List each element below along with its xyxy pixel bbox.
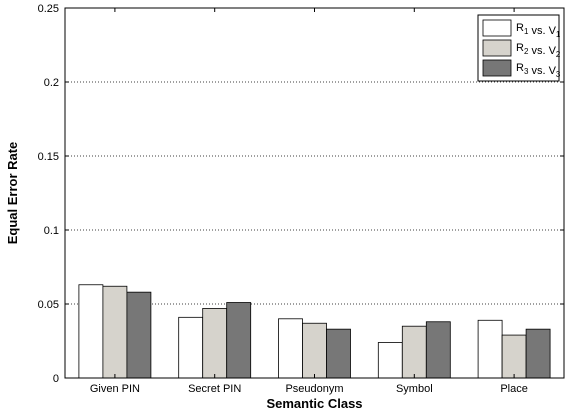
y-axis-title: Equal Error Rate [5, 142, 20, 245]
bar [501, 334, 527, 379]
bar [226, 302, 252, 379]
gridlines [65, 81, 564, 305]
y-tick-label: 0.15 [38, 151, 59, 163]
y-axis-ticks: 0 0.05 0.1 0.15 0.2 0.25 [38, 3, 564, 385]
bar [425, 321, 451, 379]
legend-label: R3 vs. V3 [516, 62, 561, 79]
x-tick-label: Place [500, 383, 528, 395]
legend-swatch [482, 19, 512, 37]
y-tick-label: 0.25 [38, 3, 59, 15]
y-tick-label: 0 [53, 373, 59, 385]
x-tick-label: Given PIN [90, 383, 140, 395]
legend-label: R1 vs. V1 [516, 22, 561, 39]
x-axis-ticks: Given PIN Secret PIN Pseudonym Symbol Place [90, 8, 528, 395]
bar [302, 322, 327, 379]
y-tick-label: 0.1 [44, 225, 59, 237]
bar [401, 325, 427, 379]
bar [326, 328, 351, 379]
bar [477, 319, 503, 379]
x-tick-label: Secret PIN [188, 383, 241, 395]
bars [78, 284, 551, 379]
x-tick-label: Pseudonym [285, 383, 343, 395]
x-tick-label: Symbol [396, 383, 433, 395]
y-tick-label: 0.2 [44, 77, 59, 89]
legend-swatch [482, 39, 512, 57]
legend-label: R2 vs. V2 [516, 42, 561, 59]
bar [525, 328, 551, 379]
bar [178, 316, 204, 379]
legend-swatch [482, 59, 512, 77]
bar [377, 342, 403, 379]
bar [78, 284, 104, 379]
bar [278, 318, 303, 379]
legend: R1 vs. V1 R2 vs. V2 R3 vs. V3 [477, 14, 561, 82]
bar [126, 291, 152, 379]
bar [102, 285, 128, 379]
y-tick-label: 0.05 [38, 299, 59, 311]
bar [202, 308, 228, 379]
x-axis-title: Semantic Class [266, 396, 362, 411]
